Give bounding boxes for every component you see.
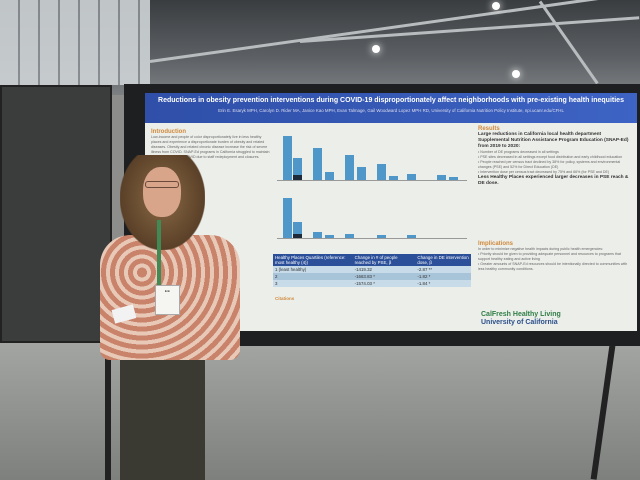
table-header: Change in DE intervention dose, β xyxy=(415,254,471,266)
table-cell: 3 xyxy=(273,280,353,287)
chart-panel-pse xyxy=(277,131,467,181)
table-header: Change in # of people reached by PSE, β xyxy=(352,254,416,266)
lanyard xyxy=(157,220,161,290)
bar xyxy=(283,136,292,180)
intro-text: Low-income and people of color dispropor… xyxy=(151,135,270,159)
presenter-woman: Erin xyxy=(95,155,250,480)
table-cell: 1 (least healthy) xyxy=(273,266,353,273)
bar xyxy=(325,235,334,238)
results-section: Results Large reductions in California l… xyxy=(478,126,633,187)
name-badge: Erin xyxy=(155,285,180,315)
ceiling-beam xyxy=(149,0,640,63)
ceiling-light xyxy=(492,2,500,10)
table-cell: -1663.83 * xyxy=(352,273,416,280)
results-table: Healthy Places Quartiles (reference: mos… xyxy=(273,254,471,287)
table-cell: -1.82 * xyxy=(415,273,471,280)
bar xyxy=(293,234,302,238)
empty-poster-board xyxy=(0,85,112,343)
bar xyxy=(293,158,302,175)
board-leg xyxy=(105,345,111,480)
intro-heading: Introduction xyxy=(151,129,186,135)
table-header: Healthy Places Quartiles (reference: mos… xyxy=(273,254,353,266)
windows xyxy=(0,0,150,85)
table-row: 1 (least healthy) -1419.32 -2.87 ** xyxy=(273,266,471,273)
bar xyxy=(407,174,416,180)
research-poster: Reductions in obesity prevention interve… xyxy=(145,93,637,331)
bar xyxy=(345,155,354,180)
results-bullet: • People reached per census tract declin… xyxy=(478,160,621,169)
implications-bullet: • Greater amounts of SNAP-Ed resources s… xyxy=(478,262,628,271)
bar xyxy=(313,232,322,238)
glasses xyxy=(145,181,179,188)
ceiling-light xyxy=(372,45,380,53)
poster-title: Reductions in obesity prevention interve… xyxy=(158,97,624,104)
bar xyxy=(437,175,446,180)
ceiling-beam xyxy=(538,0,599,85)
citations-heading: Citations xyxy=(275,296,295,301)
poster-authors: Erin E. Esaryk MPH, Carolyn D. Rider MA,… xyxy=(218,108,564,113)
bar xyxy=(313,148,322,180)
implications-bullet: • Priority should be given to providing … xyxy=(478,252,621,261)
table-cell: -2.87 ** xyxy=(415,266,471,273)
bar xyxy=(293,222,302,234)
results-bullet: • Number of DE programs decreased in all… xyxy=(478,150,559,154)
bar xyxy=(293,175,302,180)
bar xyxy=(325,172,334,180)
bar xyxy=(389,176,398,180)
poster-header: Reductions in obesity prevention interve… xyxy=(145,93,637,123)
table-cell: -1419.32 xyxy=(352,266,416,273)
table-row: 3 -1574.03 * -1.84 * xyxy=(273,280,471,287)
results-lead: Large reductions in California local hea… xyxy=(478,132,629,149)
bar xyxy=(357,167,366,180)
bar xyxy=(377,164,386,180)
bar xyxy=(407,235,416,238)
bar xyxy=(449,177,458,180)
poster-bar-charts xyxy=(277,131,467,251)
implications-heading: Implications xyxy=(478,241,514,247)
ceiling xyxy=(0,0,640,95)
uc-logo: University of California xyxy=(481,319,558,326)
face xyxy=(143,167,181,217)
results-heading: Results xyxy=(478,126,500,132)
bar xyxy=(377,235,386,238)
table-cell: -1574.03 * xyxy=(352,280,416,287)
citations-section: Citations xyxy=(275,296,470,301)
calfresh-logo: CalFresh Healthy Living xyxy=(481,311,561,318)
bar xyxy=(283,198,292,238)
implications-section: Implications In order to minimize negati… xyxy=(478,241,633,272)
ceiling-beam xyxy=(299,16,640,43)
bar xyxy=(345,234,354,238)
results-bullet: • Intervention dose per census tract dec… xyxy=(478,170,610,174)
logos: CalFresh Healthy Living University of Ca… xyxy=(481,311,635,329)
results-bullet: • PSE sites decreased in all settings ex… xyxy=(478,155,623,159)
table-cell: -1.84 * xyxy=(415,280,471,287)
table-row: 2 -1663.83 * -1.82 * xyxy=(273,273,471,280)
implications-lead: In order to minimize negative health imp… xyxy=(478,247,604,251)
table-cell: 2 xyxy=(273,273,353,280)
results-conclusion: Less Healthy Places experienced larger d… xyxy=(478,175,629,186)
chart-panel-de xyxy=(277,189,467,239)
pants xyxy=(120,355,205,480)
intro-section: Introduction Low-income and people of co… xyxy=(151,129,271,160)
ceiling-light xyxy=(512,70,520,78)
